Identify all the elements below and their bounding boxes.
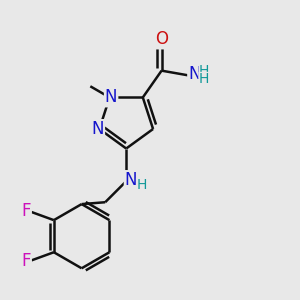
Text: N: N: [188, 65, 201, 83]
Text: H: H: [199, 72, 209, 86]
Text: F: F: [21, 202, 31, 220]
Text: H: H: [136, 178, 147, 192]
Text: F: F: [21, 252, 31, 270]
Text: N: N: [105, 88, 117, 106]
Text: N: N: [125, 171, 137, 189]
Text: H: H: [199, 64, 209, 78]
Text: N: N: [92, 120, 104, 138]
Text: O: O: [155, 30, 168, 48]
